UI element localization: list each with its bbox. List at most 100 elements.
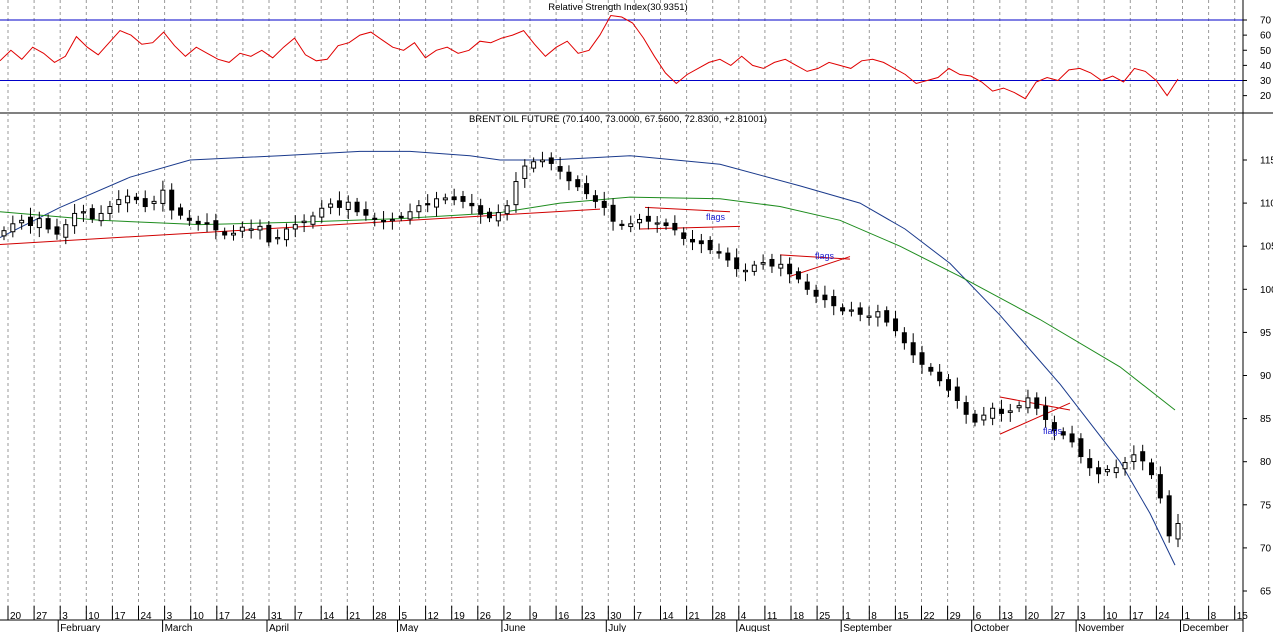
candle-body-down [857, 307, 863, 315]
candlestick [1096, 460, 1102, 484]
candlestick [416, 200, 422, 219]
candlestick [1131, 445, 1137, 470]
month-label: February [60, 623, 100, 632]
candlestick [204, 213, 210, 232]
candlestick [389, 212, 395, 230]
candlestick [1007, 403, 1013, 422]
candlestick [425, 194, 431, 213]
candle-body-down [27, 216, 33, 227]
candlestick [531, 157, 537, 173]
price-y-tick-label: 80 [1260, 457, 1272, 468]
candlestick [857, 302, 863, 322]
candle-body-down [1034, 397, 1040, 409]
candle-body-down [998, 408, 1004, 414]
candle-body-up [328, 203, 334, 208]
x-tick-label: 16 [558, 611, 570, 622]
x-tick-label: 23 [584, 611, 596, 622]
candlestick [893, 310, 899, 337]
rsi-title: Relative Strength Index(30.9351) [548, 2, 687, 13]
candle-body-down [690, 238, 696, 243]
candle-body-up [442, 197, 448, 201]
flags-annotation-3: flags [1043, 426, 1063, 436]
candlestick [548, 152, 554, 171]
flags-annotation-2: flags [815, 251, 835, 261]
candlestick [89, 204, 95, 223]
candle-body-up [866, 315, 872, 318]
candle-body-up [319, 207, 325, 218]
candlestick [672, 215, 678, 236]
candlestick [619, 219, 625, 230]
trendline [639, 225, 741, 230]
x-tick-label: 31 [271, 611, 283, 622]
candle-body-down [813, 289, 819, 297]
candlestick [36, 211, 42, 238]
candlestick [875, 304, 881, 327]
candle-body-down [451, 196, 457, 201]
candle-body-down [663, 222, 669, 227]
candle-body-up [345, 201, 351, 210]
candle-body-down [928, 366, 934, 372]
candle-body-down [460, 196, 466, 202]
candle-body-up [275, 237, 281, 240]
candle-body-up [1122, 462, 1128, 470]
candle-body-up [10, 223, 16, 233]
candlestick [998, 399, 1004, 422]
candlestick [186, 210, 192, 226]
x-tick-label: 13 [1002, 611, 1014, 622]
candlestick [698, 233, 704, 254]
x-tick-label: 10 [1106, 611, 1118, 622]
x-tick-label: 12 [428, 611, 440, 622]
candle-body-up [751, 264, 757, 272]
candlestick [778, 254, 784, 277]
candlestick [592, 190, 598, 209]
candle-body-down [469, 202, 475, 207]
x-tick-label: 29 [950, 611, 962, 622]
candle-body-down [822, 294, 828, 301]
candlestick [434, 191, 440, 217]
candle-body-down [698, 240, 704, 245]
x-tick-label: 3 [167, 611, 173, 622]
candle-body-down [1166, 495, 1172, 537]
candlestick [319, 200, 325, 223]
month-label: August [739, 623, 770, 632]
candle-body-up [151, 200, 157, 204]
candle-body-down [354, 201, 360, 213]
candle-body-up [495, 212, 501, 222]
month-label: September [843, 623, 893, 632]
candle-body-down [795, 271, 801, 280]
candlestick [742, 263, 748, 282]
candle-body-up [1175, 523, 1181, 540]
price-y-tick-label: 75 [1260, 500, 1272, 511]
candlestick [1104, 465, 1110, 477]
candlestick [301, 214, 307, 233]
x-tick-label: 5 [402, 611, 408, 622]
candlestick [248, 219, 254, 239]
candle-body-down [398, 215, 404, 219]
candlestick [310, 211, 316, 229]
candlestick [504, 200, 510, 221]
rsi-y-tick-label: 70 [1260, 16, 1272, 27]
month-label: April [269, 623, 289, 632]
x-tick-label: 21 [349, 611, 361, 622]
candle-body-up [522, 165, 528, 179]
candle-body-down [195, 220, 201, 225]
candle-body-down [787, 263, 793, 275]
candlestick [1043, 396, 1049, 428]
candle-body-down [557, 166, 563, 172]
x-tick-label: 20 [10, 611, 22, 622]
candle-body-up [292, 224, 298, 230]
candle-body-up [990, 407, 996, 419]
candle-body-up [301, 220, 307, 224]
x-tick-label: 25 [819, 611, 831, 622]
candlestick [398, 212, 404, 222]
candle-body-up [654, 222, 660, 225]
rsi-y-tick-label: 50 [1260, 46, 1272, 57]
candle-body-down [575, 179, 581, 188]
candle-body-down [937, 371, 943, 382]
x-tick-label: 24 [245, 611, 257, 622]
candlestick [707, 236, 713, 254]
rsi-series-line [0, 14, 1179, 100]
candlestick [107, 200, 113, 221]
candle-body-up [310, 215, 316, 225]
x-tick-label: 28 [375, 611, 387, 622]
